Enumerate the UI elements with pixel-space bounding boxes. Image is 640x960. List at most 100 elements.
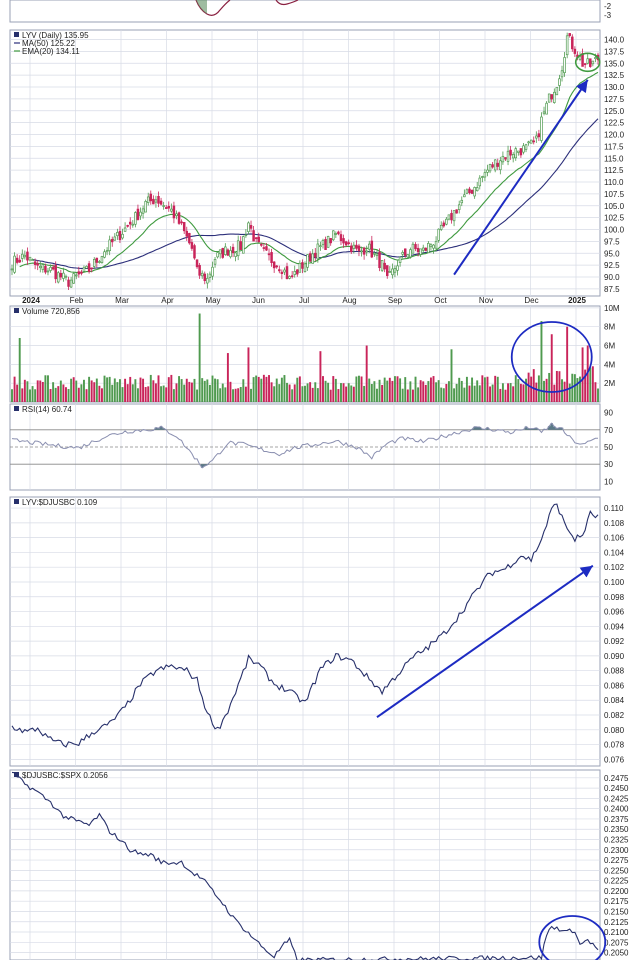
volume-bar: [340, 383, 342, 402]
candle: [218, 249, 222, 255]
y-tick-label: 100.0: [604, 226, 625, 235]
x-tick-label: Apr: [161, 296, 174, 305]
y-tick-label: 0.2400: [604, 805, 629, 814]
candle: [321, 239, 325, 246]
volume-bar: [293, 384, 296, 402]
volume-bar: [23, 379, 26, 402]
volume-bar: [311, 387, 314, 402]
candle: [146, 196, 150, 203]
volume-bar: [363, 385, 366, 402]
candle: [380, 260, 384, 271]
volume-bar: [260, 378, 263, 402]
candle: [203, 273, 207, 282]
volume-bar: [193, 378, 196, 402]
volume-bar: [18, 338, 21, 402]
volume-bar: [473, 385, 476, 402]
legend-line-icon: [14, 772, 19, 777]
y-tick-label: 102.5: [604, 214, 625, 223]
y-tick-label: 92.5: [604, 261, 620, 270]
volume-bar: [514, 375, 517, 402]
candle: [385, 265, 389, 277]
y-tick-label: 87.5: [604, 285, 620, 294]
y-tick-label: 0.2125: [604, 918, 629, 927]
candle: [149, 193, 153, 202]
y-tick-label: 0.2250: [604, 866, 629, 875]
ratio2-line: [11, 771, 599, 960]
volume-bar: [537, 375, 540, 402]
candle: [303, 263, 307, 272]
volume-bar: [206, 379, 209, 402]
candle: [339, 234, 343, 242]
volume-bar: [489, 386, 492, 402]
legend-label: Volume 720,856: [22, 307, 80, 316]
volume-bar: [358, 375, 360, 402]
volume-bar: [77, 387, 80, 402]
candle: [511, 154, 515, 159]
volume-bar: [198, 313, 201, 402]
volume-bar: [286, 382, 288, 402]
candle: [424, 247, 428, 251]
candle: [416, 247, 420, 253]
volume-bar: [322, 376, 324, 402]
y-tick-label: 0.2200: [604, 887, 629, 896]
volume-bar: [31, 386, 34, 402]
volume-bar: [345, 386, 348, 402]
volume-bar: [468, 385, 471, 402]
candle: [514, 148, 518, 159]
candle: [195, 259, 199, 268]
volume-bar: [540, 321, 543, 402]
price-panel: 87.5 90.0 92.5 95.0 97.5 100.0 102.5 105.0 107.5…: [9, 29, 625, 305]
candle: [257, 236, 260, 243]
y-tick-label: 110.0: [604, 178, 624, 187]
volume-bar: [62, 384, 65, 402]
candle: [573, 48, 577, 54]
candle: [421, 247, 425, 251]
ratio1-line: [11, 503, 599, 748]
volume-bar: [342, 383, 345, 402]
volume-bar: [388, 377, 391, 402]
candle: [398, 256, 402, 263]
volume-bar: [383, 377, 386, 402]
candle: [437, 228, 440, 241]
volume-bar: [83, 379, 85, 402]
candle: [532, 140, 535, 143]
volume-bar: [512, 386, 515, 402]
candle: [275, 265, 278, 268]
volume-bar: [332, 376, 335, 402]
y-tick-label: 70: [604, 426, 613, 435]
candle: [177, 212, 181, 224]
x-tick-label: 2025: [568, 296, 586, 305]
volume-bar: [283, 375, 286, 402]
candle: [85, 265, 88, 269]
volume-bar: [211, 375, 214, 402]
volume-bar: [453, 388, 456, 402]
volume-bar: [316, 388, 319, 402]
volume-bar: [409, 381, 412, 402]
volume-bar: [411, 389, 414, 402]
volume-bar: [134, 379, 137, 402]
volume-bar: [455, 383, 458, 402]
candle: [581, 53, 584, 67]
volume-bar: [72, 377, 75, 402]
candle: [254, 237, 258, 240]
candle: [144, 200, 147, 213]
trend-arrow: [453, 79, 589, 276]
volume-bar: [124, 378, 127, 402]
volume-bar: [553, 384, 556, 402]
volume-bar: [57, 386, 60, 402]
volume-bar: [75, 380, 78, 402]
volume-bar: [471, 377, 474, 402]
candle: [337, 231, 340, 235]
x-tick-label: Mar: [115, 296, 129, 305]
ratio-highlight-circle: [538, 915, 607, 960]
candle: [306, 254, 309, 268]
volume-bar: [573, 374, 576, 402]
volume-bar: [108, 376, 111, 402]
candle: [175, 213, 178, 217]
volume-bar: [373, 381, 376, 402]
volume-bar: [80, 384, 83, 402]
y-tick-label: 0.2375: [604, 815, 629, 824]
candle: [504, 157, 507, 160]
legend-line-icon: [14, 499, 19, 504]
candle: [108, 239, 111, 252]
